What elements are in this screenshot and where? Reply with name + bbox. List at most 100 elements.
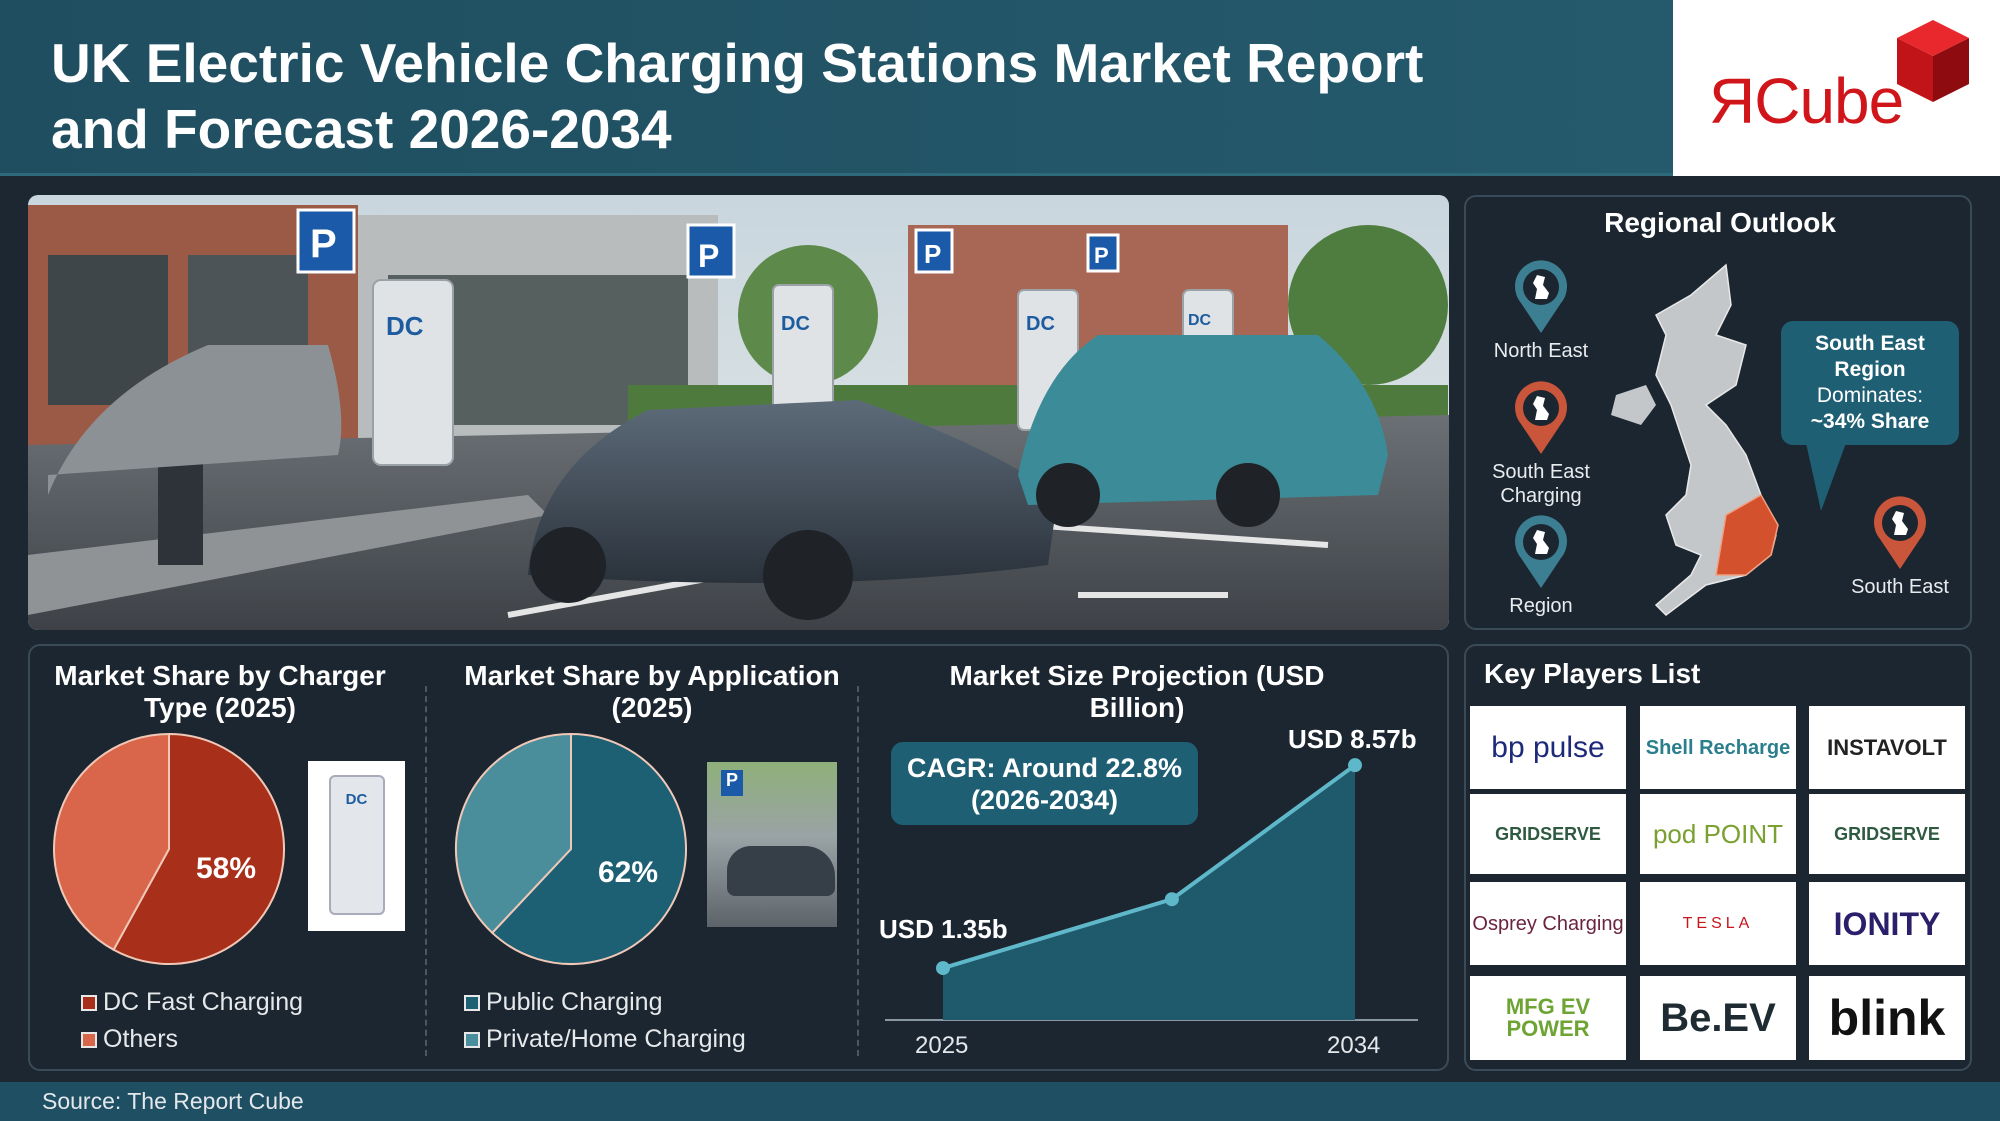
legend-label: Others [103, 1025, 179, 1053]
x-tick-label: 2034 [1327, 1032, 1381, 1059]
dc-charger-label: DC [386, 311, 424, 341]
parked-car-image: P [707, 762, 837, 927]
uk-map [1611, 263, 1779, 616]
player-name: Osprey Charging [1472, 912, 1624, 935]
map-pin-icon [1872, 495, 1928, 576]
player-logo: pod POINT [1640, 794, 1796, 874]
dc-charger-label: DC [1188, 312, 1212, 329]
legend-label: DC Fast Charging [103, 988, 304, 1016]
regional-outlook-title: Regional Outlook [1604, 207, 1836, 238]
legend-item: Private/Home Charging [464, 1025, 746, 1054]
player-logo: INSTAVOLT [1809, 706, 1965, 789]
callout-line: Region [1834, 358, 1906, 381]
footer: Source: The Report Cube [0, 1082, 2000, 1121]
player-name: GRIDSERVE [1834, 824, 1940, 844]
legend-swatch [81, 1031, 97, 1048]
page-title: UK Electric Vehicle Charging Stations Ma… [51, 30, 1423, 162]
parking-sign: P [721, 770, 743, 796]
player-logo: Shell Recharge [1640, 706, 1796, 789]
pin-label: Region [1509, 595, 1573, 617]
legend-item: DC Fast Charging [81, 988, 303, 1017]
player-logo: TESLA [1640, 882, 1796, 965]
area-fill [943, 765, 1355, 1020]
legend-swatch [464, 994, 480, 1011]
charging-station-illustration: DC DC DC DC P P P P [28, 195, 1449, 630]
player-logo: MFG EV POWER [1470, 976, 1626, 1060]
player-name: GRIDSERVE [1495, 824, 1601, 844]
player-name: bp pulse [1491, 730, 1605, 764]
key-players-title: Key Players List [1484, 658, 1701, 689]
charts-canvas: 58% 62% [53, 732, 1418, 1021]
cagr-period: (2026-2034) [970, 785, 1119, 815]
logo: ЯCube [1673, 0, 2000, 176]
player-name: blink [1828, 990, 1946, 1046]
divider [425, 686, 427, 1056]
pin-label: South East [1851, 576, 1949, 598]
callout-line: Dominates: [1816, 384, 1924, 407]
player-name: TESLA [1682, 914, 1754, 932]
player-name: INSTAVOLT [1827, 734, 1947, 760]
player-logo: GRIDSERVE [1470, 794, 1626, 874]
data-point [1164, 892, 1179, 907]
dc-charger-label: DC [781, 313, 810, 335]
map-pin-icon [1513, 380, 1569, 461]
player-logo: Be.EV [1640, 976, 1796, 1060]
pin-label: South East Charging [1492, 461, 1590, 507]
title-banner: UK Electric Vehicle Charging Stations Ma… [0, 0, 1673, 176]
map-pin-icon [1513, 259, 1569, 340]
data-point [1348, 758, 1362, 773]
title-line-2: and Forecast 2026-2034 [51, 98, 672, 160]
market-size-title: Market Size Projection (USD Billion) [949, 660, 1325, 723]
dc-charger-label: DC [1026, 313, 1055, 335]
car-shape [727, 846, 835, 896]
x-tick-label: 2025 [915, 1032, 969, 1059]
dc-charger-image: DC [308, 761, 405, 931]
divider [857, 686, 859, 1056]
charger-type-title: Market Share by Charger Type (2025) [54, 660, 386, 723]
map-pin-icon [1513, 514, 1569, 595]
callout-line: ~34% Share [1810, 410, 1930, 433]
player-name: Be.EV [1660, 996, 1776, 1040]
regional-outlook-panel: Regional Outlook South East Region Domin… [1464, 195, 1972, 630]
charts-panel: Market Share by Charger Type (2025) Mark… [28, 644, 1449, 1071]
pie-slice [53, 732, 170, 952]
callout-tail [1806, 443, 1846, 511]
end-value-label: USD 8.57b [1288, 724, 1417, 754]
south-east-callout: South East Region Dominates: ~34% Share [1781, 321, 1959, 445]
player-logo: Osprey Charging [1470, 882, 1626, 965]
legend-label: Public Charging [486, 988, 663, 1016]
legend-label: Private/Home Charging [486, 1025, 746, 1053]
parking-sign-label: P [698, 238, 719, 274]
hero-image: DC DC DC DC P P P P [28, 195, 1449, 630]
callout-line: South East [1815, 332, 1925, 355]
pie-data-label: 58% [196, 852, 256, 885]
logo-text: ЯCube [1709, 65, 1904, 137]
pie-slice [490, 732, 687, 965]
key-players-panel: Key Players List bp pulse Shell Recharge I… [1464, 644, 1972, 1071]
source-text: Source: The Report Cube [42, 1088, 304, 1114]
application-title: Market Share by Application (2025) [464, 660, 840, 723]
parking-sign-label: P [1094, 243, 1109, 268]
title-line-1: UK Electric Vehicle Charging Stations Ma… [51, 32, 1424, 94]
cagr-text: CAGR: Around 22.8% [906, 753, 1183, 783]
cube-icon [1897, 20, 1969, 102]
player-logo: blink [1809, 976, 1965, 1060]
player-name: Shell Recharge [1645, 736, 1791, 759]
parking-sign-label: P [310, 222, 337, 266]
pin-label: North East [1493, 340, 1589, 362]
player-name: pod POINT [1652, 819, 1784, 849]
player-name: IONITY [1833, 905, 1941, 942]
player-name: MFG EV POWER [1505, 994, 1591, 1041]
pie-slice [455, 732, 572, 935]
pie-slice [112, 732, 285, 965]
pie-data-label: 62% [598, 856, 658, 889]
dc-label: DC [328, 775, 385, 915]
cagr-annotation: CAGR: Around 22.8% (2026-2034) [891, 742, 1198, 825]
parking-sign-label: P [924, 239, 941, 269]
player-logo: bp pulse [1470, 706, 1626, 789]
player-logo: IONITY [1809, 882, 1965, 965]
start-value-label: USD 1.35b [879, 914, 1008, 944]
legend-item: Public Charging [464, 988, 663, 1017]
player-logo: GRIDSERVE [1809, 794, 1965, 874]
legend-item: Others [81, 1025, 178, 1054]
